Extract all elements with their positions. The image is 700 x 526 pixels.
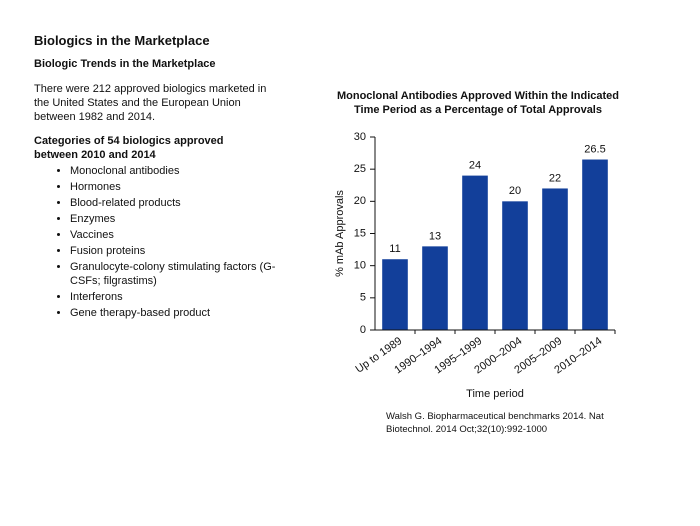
citation: Walsh G. Biopharmaceutical benchmarks 20… [386,411,604,435]
bar [542,188,568,330]
list-item: Fusion proteins [70,244,288,258]
chart-title: Monoclonal Antibodies Approved Within th… [337,90,619,102]
list-item: Gene therapy-based product [70,306,288,320]
list-item: Enzymes [70,212,288,226]
subtitle: Biologic Trends in the Marketplace [34,58,216,70]
list-item: Hormones [70,180,288,194]
list-item: Granulocyte-colony stimulating factors (… [70,260,288,288]
y-tick-label: 20 [354,195,366,207]
bar [582,159,608,330]
bar [462,175,488,330]
list-item: Monoclonal antibodies [70,164,288,178]
y-tick-label: 0 [360,324,366,336]
y-tick-label: 5 [360,292,366,304]
list-item: Blood-related products [70,196,288,210]
x-axis-label: Time period [466,388,524,400]
y-tick-label: 15 [354,227,366,239]
y-tick-label: 10 [354,260,366,272]
y-tick-label: 25 [354,163,366,175]
categories-heading: Categories of 54 biologics approved betw… [34,135,224,161]
data-label: 26.5 [584,143,605,155]
list-item: Vaccines [70,228,288,242]
intro: There were 212 approved biologics market… [34,83,267,123]
bar [422,246,448,330]
chart-title: Time Period as a Percentage of Total App… [354,104,602,116]
list: Monoclonal antibodies Hormones Blood-relat… [58,164,288,320]
slide-title: Biologics in the Marketplace [34,33,210,48]
bar [502,201,528,330]
y-tick-label: 30 [354,131,366,143]
category-list: Monoclonal antibodies Hormones Blood-relat… [58,164,288,322]
data-label: 13 [429,230,441,242]
list-item: Interferons [70,290,288,304]
bar [382,259,408,330]
y-axis-label: % mAb Approvals [334,190,346,277]
data-label: 11 [389,243,400,255]
data-label: 24 [469,160,481,172]
data-label: 22 [549,172,561,184]
data-label: 20 [509,185,521,197]
